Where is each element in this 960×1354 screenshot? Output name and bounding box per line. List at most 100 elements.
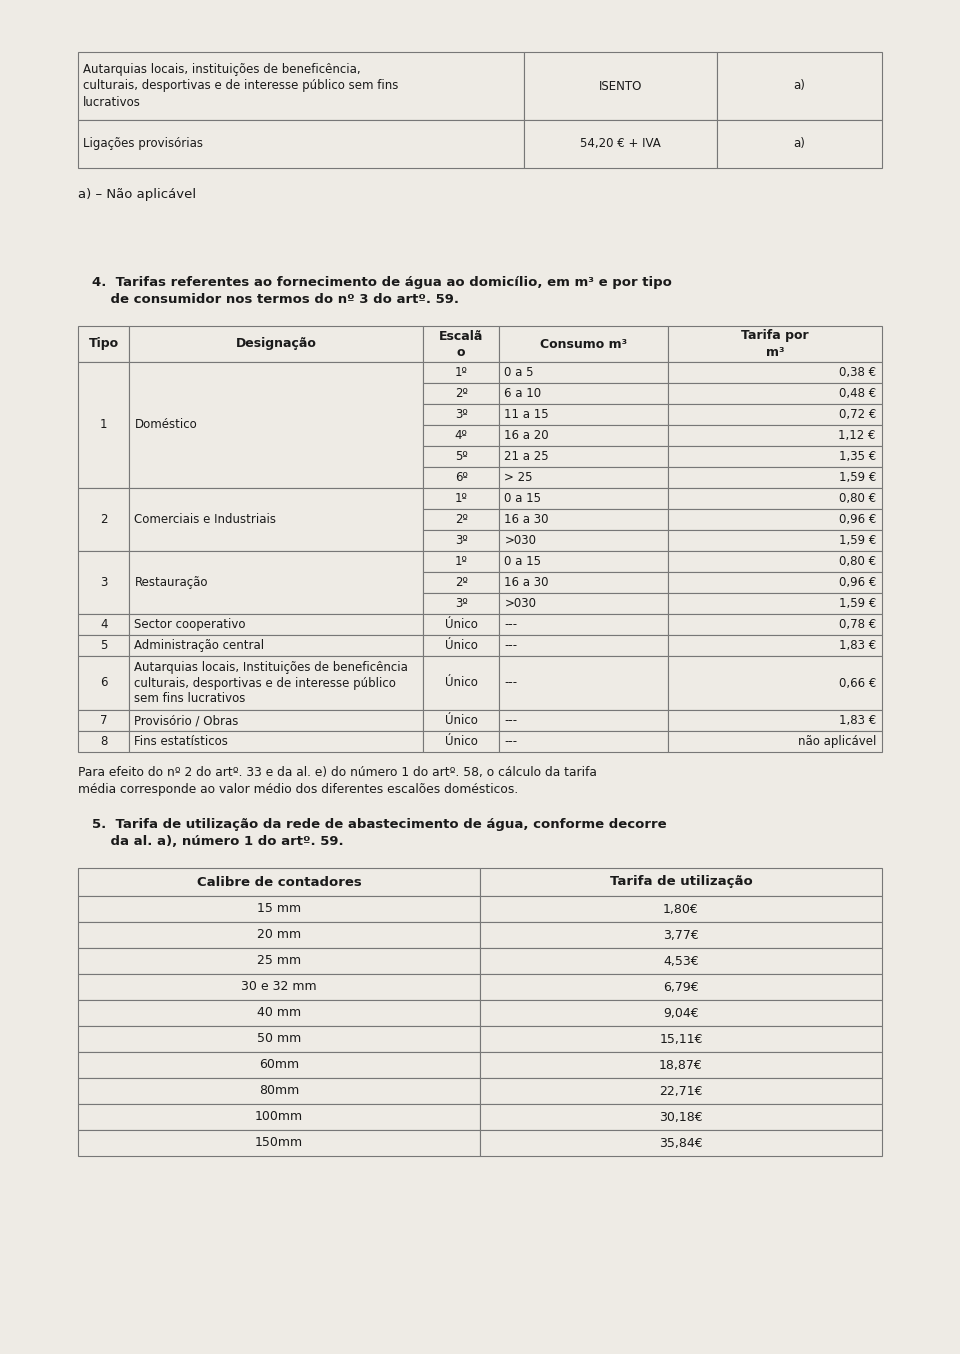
Text: 20 mm: 20 mm: [257, 929, 301, 941]
Bar: [130, 709, 423, 731]
Text: 3º: 3º: [455, 408, 468, 421]
Text: 1,59 €: 1,59 €: [839, 471, 876, 483]
Text: 1,35 €: 1,35 €: [839, 450, 876, 463]
Text: 16 a 20: 16 a 20: [504, 429, 549, 441]
Bar: [668, 613, 882, 635]
Bar: [499, 551, 668, 571]
Bar: [78, 551, 130, 613]
Bar: [423, 529, 499, 551]
Bar: [78, 635, 130, 655]
Text: Para efeito do nº 2 do artº. 33 e da al. e) do número 1 do artº. 58, o cálculo d: Para efeito do nº 2 do artº. 33 e da al.…: [78, 766, 597, 796]
Bar: [78, 868, 480, 896]
Text: 25 mm: 25 mm: [257, 955, 301, 968]
Bar: [78, 1001, 480, 1026]
Text: 1: 1: [100, 418, 108, 432]
Bar: [423, 655, 499, 709]
Text: 1,59 €: 1,59 €: [839, 597, 876, 611]
Bar: [130, 326, 423, 362]
Text: ---: ---: [504, 617, 517, 631]
Bar: [130, 362, 423, 487]
Bar: [717, 51, 882, 121]
Text: 54,20 € + IVA: 54,20 € + IVA: [581, 138, 661, 150]
Text: >030: >030: [504, 597, 537, 611]
Text: 1,12 €: 1,12 €: [838, 429, 876, 441]
Text: ---: ---: [504, 677, 517, 689]
Text: 3º: 3º: [455, 597, 468, 611]
Bar: [499, 362, 668, 383]
Text: 15 mm: 15 mm: [257, 903, 301, 915]
Text: 0,96 €: 0,96 €: [839, 575, 876, 589]
Text: 150mm: 150mm: [255, 1136, 303, 1150]
Text: 0 a 15: 0 a 15: [504, 492, 541, 505]
Text: 18,87€: 18,87€: [660, 1059, 703, 1071]
Bar: [668, 593, 882, 613]
Text: Único: Único: [444, 677, 477, 689]
Text: 1,83 €: 1,83 €: [839, 714, 876, 727]
Text: 0,48 €: 0,48 €: [839, 387, 876, 399]
Bar: [423, 487, 499, 509]
Text: 3,77€: 3,77€: [663, 929, 699, 941]
Bar: [78, 326, 130, 362]
Text: Tarifa de utilização: Tarifa de utilização: [610, 876, 753, 888]
Bar: [78, 613, 130, 635]
Text: Escalã
o: Escalã o: [439, 329, 483, 359]
Bar: [668, 509, 882, 529]
Bar: [78, 709, 130, 731]
Text: 16 a 30: 16 a 30: [504, 513, 549, 525]
Bar: [668, 571, 882, 593]
Bar: [78, 1104, 480, 1131]
Text: de consumidor nos termos do nº 3 do artº. 59.: de consumidor nos termos do nº 3 do artº…: [92, 292, 459, 306]
Text: 15,11€: 15,11€: [660, 1033, 703, 1045]
Bar: [130, 551, 423, 613]
Bar: [423, 509, 499, 529]
Bar: [480, 1104, 882, 1131]
Bar: [668, 467, 882, 487]
Bar: [499, 655, 668, 709]
Text: 4,53€: 4,53€: [663, 955, 699, 968]
Text: 4º: 4º: [455, 429, 468, 441]
Text: Administração central: Administração central: [134, 639, 265, 653]
Bar: [78, 121, 524, 168]
Bar: [78, 655, 130, 709]
Text: Único: Único: [444, 617, 477, 631]
Text: 4: 4: [100, 617, 108, 631]
Bar: [423, 593, 499, 613]
Text: 1º: 1º: [455, 366, 468, 379]
Text: 40 mm: 40 mm: [257, 1006, 301, 1020]
Text: 30 e 32 mm: 30 e 32 mm: [241, 980, 317, 994]
Bar: [668, 551, 882, 571]
Text: 100mm: 100mm: [255, 1110, 303, 1124]
Bar: [480, 1052, 882, 1078]
Bar: [78, 948, 480, 974]
Text: Ligações provisórias: Ligações provisórias: [83, 138, 203, 150]
Bar: [668, 529, 882, 551]
Bar: [480, 1001, 882, 1026]
Text: Único: Único: [444, 639, 477, 653]
Text: 3º: 3º: [455, 533, 468, 547]
Bar: [130, 613, 423, 635]
Bar: [423, 613, 499, 635]
Text: 0,80 €: 0,80 €: [839, 555, 876, 567]
Bar: [480, 896, 882, 922]
Text: 0 a 15: 0 a 15: [504, 555, 541, 567]
Text: não aplicável: não aplicável: [798, 735, 876, 747]
Text: Calibre de contadores: Calibre de contadores: [197, 876, 361, 888]
Text: Sector cooperativo: Sector cooperativo: [134, 617, 246, 631]
Bar: [78, 1026, 480, 1052]
Bar: [499, 425, 668, 445]
Bar: [423, 467, 499, 487]
Bar: [499, 467, 668, 487]
Text: 60mm: 60mm: [259, 1059, 300, 1071]
Text: Tarifa por
m³: Tarifa por m³: [741, 329, 809, 359]
Bar: [423, 425, 499, 445]
Text: 2º: 2º: [455, 513, 468, 525]
Text: ---: ---: [504, 639, 517, 653]
Text: 0,80 €: 0,80 €: [839, 492, 876, 505]
Text: da al. a), número 1 do artº. 59.: da al. a), número 1 do artº. 59.: [92, 835, 344, 848]
Bar: [524, 121, 717, 168]
Bar: [668, 709, 882, 731]
Bar: [78, 974, 480, 1001]
Text: 4.  Tarifas referentes ao fornecimento de água ao domicílio, em m³ e por tipo: 4. Tarifas referentes ao fornecimento de…: [92, 276, 672, 288]
Bar: [78, 362, 130, 487]
Text: 6: 6: [100, 677, 108, 689]
